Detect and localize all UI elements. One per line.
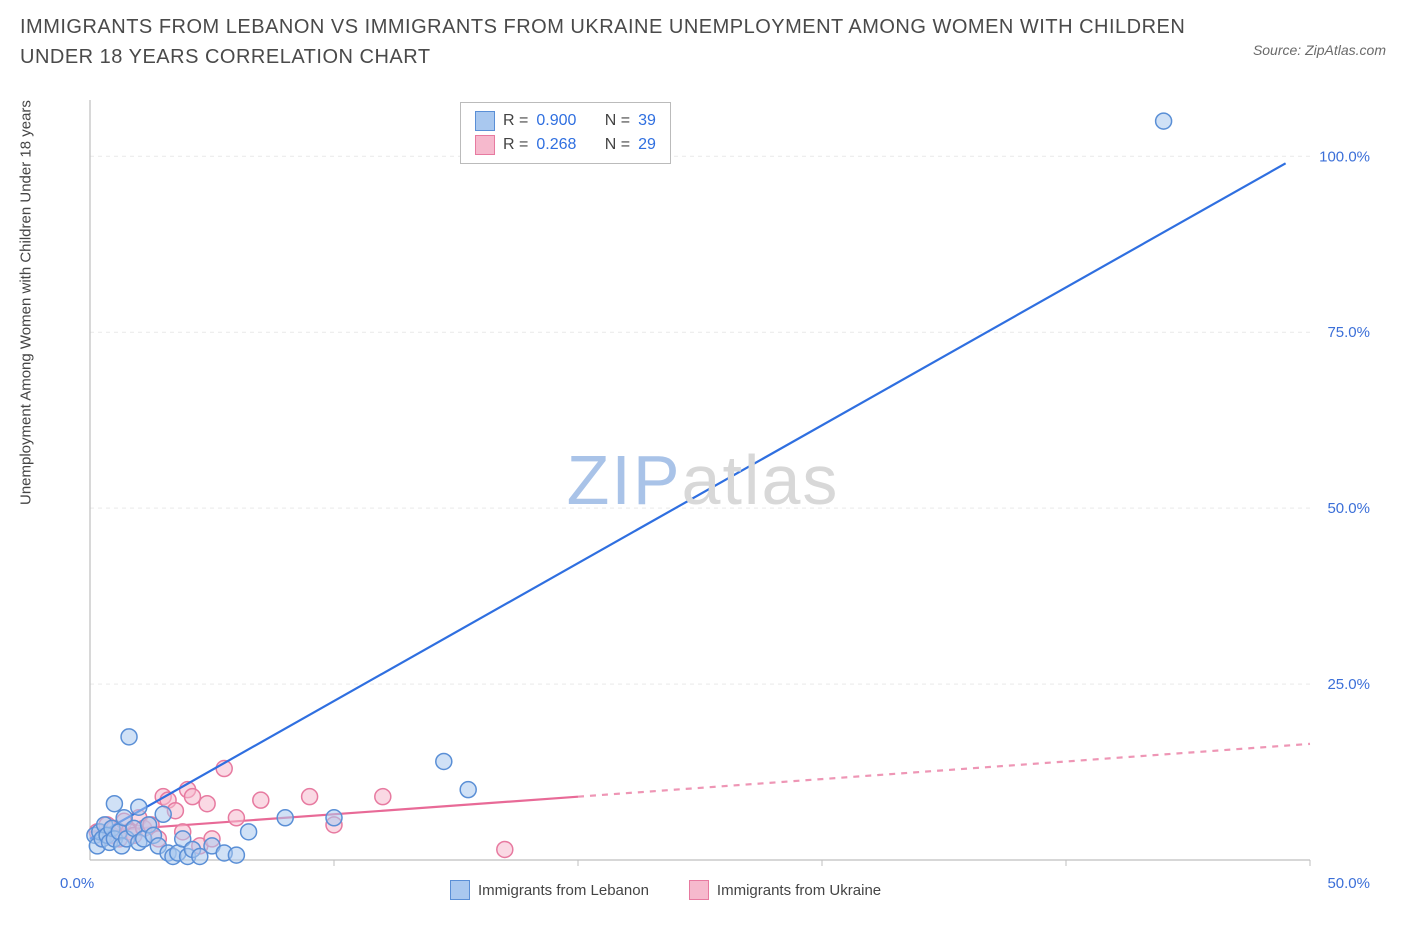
legend-r-label: R = [503, 109, 528, 133]
svg-text:75.0%: 75.0% [1327, 324, 1370, 341]
chart-title: IMMIGRANTS FROM LEBANON VS IMMIGRANTS FR… [20, 12, 1253, 72]
svg-text:50.0%: 50.0% [1327, 500, 1370, 517]
series-legend: Immigrants from Lebanon Immigrants from U… [450, 880, 881, 900]
series-legend-item: Immigrants from Ukraine [689, 880, 881, 900]
correlation-legend: R = 0.900 N = 39 R = 0.268 N = 29 [460, 102, 671, 164]
legend-r-value: 0.900 [536, 109, 592, 133]
legend-r-label: R = [503, 133, 528, 157]
legend-n-label: N = [600, 109, 630, 133]
legend-stat-row: R = 0.900 N = 39 [475, 109, 656, 133]
svg-text:0.0%: 0.0% [60, 875, 94, 892]
legend-swatch [475, 135, 495, 155]
scatter-chart: 25.0% 50.0% 75.0% 100.0% 0.0% 50.0% [20, 90, 1386, 920]
legend-n-value: 39 [638, 109, 656, 133]
svg-text:100.0%: 100.0% [1319, 148, 1370, 165]
legend-r-value: 0.268 [536, 133, 592, 157]
chart-area: Unemployment Among Women with Children U… [20, 90, 1386, 920]
series-legend-item: Immigrants from Lebanon [450, 880, 649, 900]
legend-stat-row: R = 0.268 N = 29 [475, 133, 656, 157]
legend-n-label: N = [600, 133, 630, 157]
legend-swatch [689, 880, 709, 900]
series-name: Immigrants from Lebanon [478, 882, 649, 899]
legend-n-value: 29 [638, 133, 656, 157]
svg-text:50.0%: 50.0% [1327, 875, 1370, 892]
svg-text:25.0%: 25.0% [1327, 676, 1370, 693]
legend-swatch [450, 880, 470, 900]
series-name: Immigrants from Ukraine [717, 882, 881, 899]
source-label: Source: ZipAtlas.com [1253, 12, 1386, 58]
y-axis-label: Unemployment Among Women with Children U… [18, 100, 35, 505]
legend-swatch [475, 111, 495, 131]
